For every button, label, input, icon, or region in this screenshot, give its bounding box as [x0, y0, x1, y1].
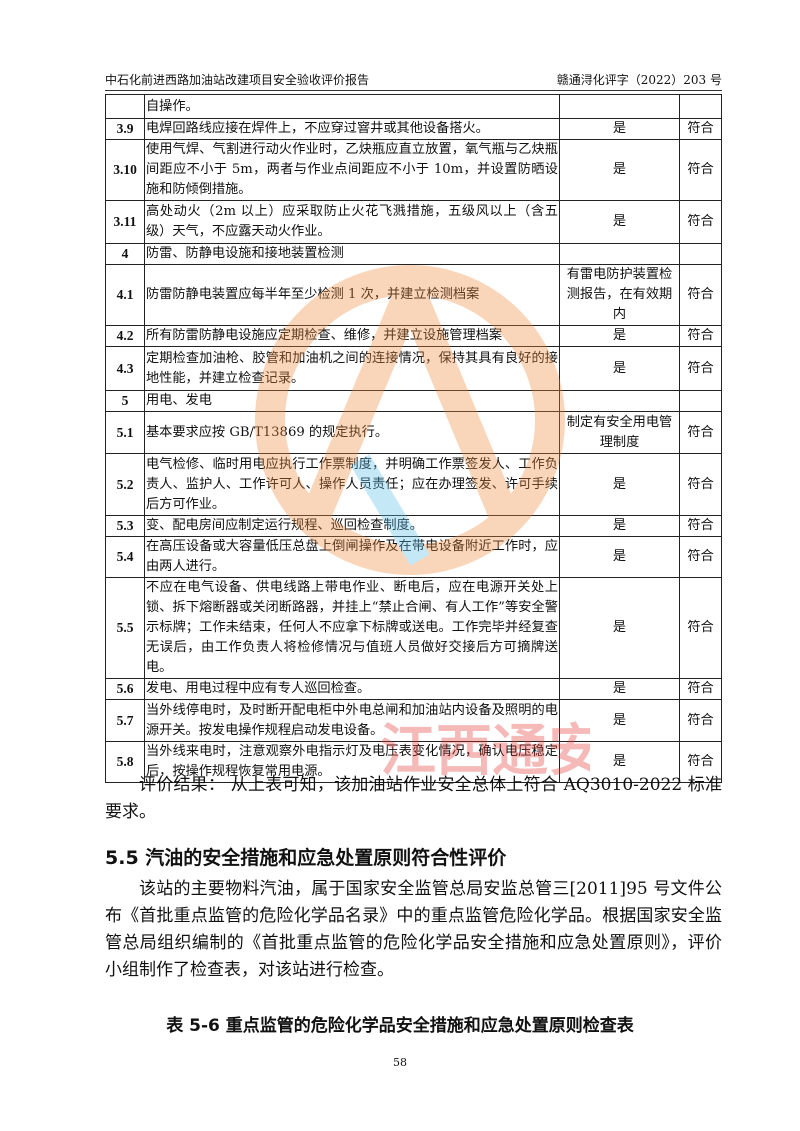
check-result: 是 [559, 453, 680, 516]
item-content: 当外线来电时，注意观察外电指示灯及电压表变化情况，确认电压稳定后，按操作规程恢复… [144, 741, 560, 783]
item-content: 变、配电房间应制定运行规程、巡回检查制度。 [144, 515, 560, 537]
item-content: 当外线停电时，及时断开配电柜中外电总闸和加油站内设备及照明的电源开关。按发电操作… [144, 699, 560, 742]
check-result: 有雷电防护装置检测报告，在有效期内 [559, 264, 680, 326]
conclusion: 符合 [679, 453, 722, 516]
conclusion [679, 390, 722, 412]
item-number: 4.3 [105, 346, 145, 391]
conclusion: 符合 [679, 678, 722, 700]
conclusion: 符合 [679, 577, 722, 679]
table-row: 5.3 变、配电房间应制定运行规程、巡回检查制度。是符合 [105, 515, 722, 537]
check-result: 制定有安全用电管理制度 [559, 411, 680, 454]
item-content: 用电、发电 [144, 390, 560, 412]
table-row: 3.11 高处动火（2m 以上）应采取防止火花飞溅措施，五级风以上（含五级）天气，… [105, 200, 722, 244]
item-content: 使用气焊、气割进行动火作业时，乙炔瓶应直立放置，氧气瓶与乙炔瓶间距应不小于 5m… [144, 139, 560, 201]
table-row: 5.1 基本要求应按 GB/T13869 的规定执行。 制定有安全用电管理制度 符合 [105, 411, 722, 454]
check-result: 是 [559, 200, 680, 244]
item-number: 5 [105, 390, 145, 412]
item-number: 5.4 [105, 536, 145, 578]
item-number: 5.2 [105, 453, 145, 516]
item-content: 防雷防静电装置应每半年至少检测 1 次，并建立检测档案 [144, 264, 560, 326]
item-content: 不应在电气设备、供电线路上带电作业、断电后，应在电源开关处上锁、拆下熔断器或关闭… [144, 577, 560, 679]
item-number: 5.6 [105, 678, 145, 700]
item-number: 4 [105, 243, 145, 265]
item-content: 所有防雷防静电设施应定期检查、维修，并建立设施管理档案 [144, 325, 560, 347]
table-row: 自操作。 [105, 94, 722, 119]
table-row: 5.7 当外线停电时，及时断开配电柜中外电总闸和加油站内设备及照明的电源开关。按发… [105, 699, 722, 742]
item-content: 电气检修、临时用电应执行工作票制度，并明确工作票签发人、工作负责人、监护人、工作… [144, 453, 560, 516]
item-content: 防雷、防静电设施和接地装置检测 [144, 243, 560, 265]
conclusion: 符合 [679, 118, 722, 140]
item-number: 4.1 [105, 264, 145, 326]
check-result [559, 243, 680, 265]
table-row: 3.9 电焊回路线应接在焊件上，不应穿过窨井或其他设备搭火。是符合 [105, 118, 722, 140]
conclusion [679, 94, 722, 119]
conclusion: 符合 [679, 264, 722, 326]
item-number: 5.7 [105, 699, 145, 742]
item-content: 电焊回路线应接在焊件上，不应穿过窨井或其他设备搭火。 [144, 118, 560, 140]
table-row: 5.6 发电、用电过程中应有专人巡回检查。是符合 [105, 678, 722, 700]
table-row: 5.2 电气检修、临时用电应执行工作票制度，并明确工作票签发人、工作负责人、监护人… [105, 453, 722, 516]
item-number: 3.11 [105, 200, 145, 244]
item-content: 发电、用电过程中应有专人巡回检查。 [144, 678, 560, 700]
table-row: 5.5 不应在电气设备、供电线路上带电作业、断电后，应在电源开关处上锁、拆下熔断器… [105, 577, 722, 679]
conclusion: 符合 [679, 346, 722, 391]
check-result: 是 [559, 699, 680, 742]
conclusion: 符合 [679, 200, 722, 244]
conclusion: 符合 [679, 536, 722, 578]
check-result: 是 [559, 536, 680, 578]
table-row: 3.10 使用气焊、气割进行动火作业时，乙炔瓶应直立放置，氧气瓶与乙炔瓶间距应不小… [105, 139, 722, 201]
check-table: 自操作。 3.9 电焊回路线应接在焊件上，不应穿过窨井或其他设备搭火。是符合 3.10… [105, 94, 722, 783]
item-number: 3.10 [105, 139, 145, 201]
check-result [559, 390, 680, 412]
check-result: 是 [559, 741, 680, 783]
header-title: 中石化前进西路加油站改建项目安全验收评价报告 [105, 73, 370, 87]
item-number: 5.8 [105, 741, 145, 783]
conclusion: 符合 [679, 515, 722, 537]
check-result: 是 [559, 577, 680, 679]
check-result: 是 [559, 118, 680, 140]
check-result: 是 [559, 515, 680, 537]
item-number: 3.9 [105, 118, 145, 140]
table-row: 5.8 当外线来电时，注意观察外电指示灯及电压表变化情况，确认电压稳定后，按操作规… [105, 741, 722, 783]
table-row: 4.1 防雷防静电装置应每半年至少检测 1 次，并建立检测档案 有雷电防护装置检测报… [105, 264, 722, 326]
table-caption: 表 5-6 重点监管的危险化学品安全措施和应急处置原则检查表 [166, 1016, 634, 1036]
check-result: 是 [559, 678, 680, 700]
conclusion: 符合 [679, 139, 722, 201]
item-content: 自操作。 [144, 94, 560, 119]
table-row: 4.3 定期检查加油枪、胶管和加油机之间的连接情况，保持其具有良好的接地性能，并建… [105, 346, 722, 391]
conclusion: 符合 [679, 411, 722, 454]
page-header: 中石化前进西路加油站改建项目安全验收评价报告 赣通浔化评字（2022）203 号 [105, 68, 722, 91]
section-title: 5.5 汽油的安全措施和应急处置原则符合性评价 [105, 847, 507, 869]
item-number [105, 94, 145, 119]
check-result: 是 [559, 139, 680, 201]
page-number: 58 [393, 1056, 407, 1069]
table-row: 5 用电、发电 [105, 390, 722, 412]
item-number: 5.3 [105, 515, 145, 537]
item-content: 基本要求应按 GB/T13869 的规定执行。 [144, 411, 560, 454]
table-row: 4.2 所有防雷防静电设施应定期检查、维修，并建立设施管理档案是符合 [105, 325, 722, 347]
check-result: 是 [559, 325, 680, 347]
conclusion: 符合 [679, 699, 722, 742]
item-number: 5.5 [105, 577, 145, 679]
conclusion [679, 243, 722, 265]
section-body: 该站的主要物料汽油，属于国家安全监管总局安监总管三[2011]95 号文件公布《… [105, 879, 722, 980]
table-row: 4 防雷、防静电设施和接地装置检测 [105, 243, 722, 265]
conclusion: 符合 [679, 325, 722, 347]
table-row: 5.4 在高压设备或大容量低压总盘上倒闸操作及在带电设备附近工作时，应由两人进行。… [105, 536, 722, 578]
header-doc-number: 赣通浔化评字（2022）203 号 [556, 73, 722, 87]
item-number: 4.2 [105, 325, 145, 347]
item-content: 在高压设备或大容量低压总盘上倒闸操作及在带电设备附近工作时，应由两人进行。 [144, 536, 560, 578]
check-result [559, 94, 680, 119]
item-content: 高处动火（2m 以上）应采取防止火花飞溅措施，五级风以上（含五级）天气，不应露天… [144, 200, 560, 244]
check-result: 是 [559, 346, 680, 391]
evaluation-result: 评价结果： 从上表可知，该加油站作业安全总体上符合 AQ3010-2022 标准… [105, 775, 722, 822]
conclusion: 符合 [679, 741, 722, 783]
item-content: 定期检查加油枪、胶管和加油机之间的连接情况，保持其具有良好的接地性能，并建立检查… [144, 346, 560, 391]
item-number: 5.1 [105, 411, 145, 454]
